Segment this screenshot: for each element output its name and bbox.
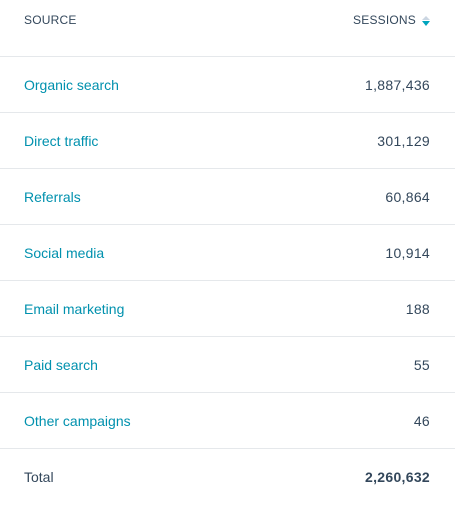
sessions-value: 301,129 [377, 132, 430, 149]
source-link-paid-search[interactable]: Paid search [24, 356, 98, 373]
table-row: Referrals 60,864 [0, 169, 455, 225]
source-link-referrals[interactable]: Referrals [24, 188, 81, 205]
total-label: Total [24, 469, 54, 485]
source-link-other-campaigns[interactable]: Other campaigns [24, 412, 131, 429]
sessions-value: 188 [405, 300, 430, 317]
source-link-social-media[interactable]: Social media [24, 244, 105, 261]
table-row: Organic search 1,887,436 [0, 57, 455, 113]
sessions-value: 1,887,436 [365, 76, 430, 93]
sessions-header-label: SESSIONS [353, 13, 416, 27]
table-header: SOURCE SESSIONS [0, 0, 455, 57]
table-row: Direct traffic 301,129 [0, 113, 455, 169]
sessions-column-header[interactable]: SESSIONS [353, 13, 430, 27]
sort-descending-icon[interactable] [422, 16, 430, 26]
total-sessions-value: 2,260,632 [365, 469, 430, 485]
sessions-value: 55 [413, 356, 430, 373]
source-link-email-marketing[interactable]: Email marketing [24, 300, 125, 317]
source-link-direct-traffic[interactable]: Direct traffic [24, 132, 99, 149]
table-row: Other campaigns 46 [0, 393, 455, 449]
source-link-organic-search[interactable]: Organic search [24, 76, 119, 93]
table-row: Paid search 55 [0, 337, 455, 393]
sessions-value: 46 [413, 412, 430, 429]
sessions-value: 60,864 [385, 188, 430, 205]
table-row: Email marketing 188 [0, 281, 455, 337]
table-row: Social media 10,914 [0, 225, 455, 281]
sessions-value: 10,914 [385, 244, 430, 261]
total-row: Total 2,260,632 [0, 449, 455, 505]
source-column-header[interactable]: SOURCE [24, 13, 77, 27]
